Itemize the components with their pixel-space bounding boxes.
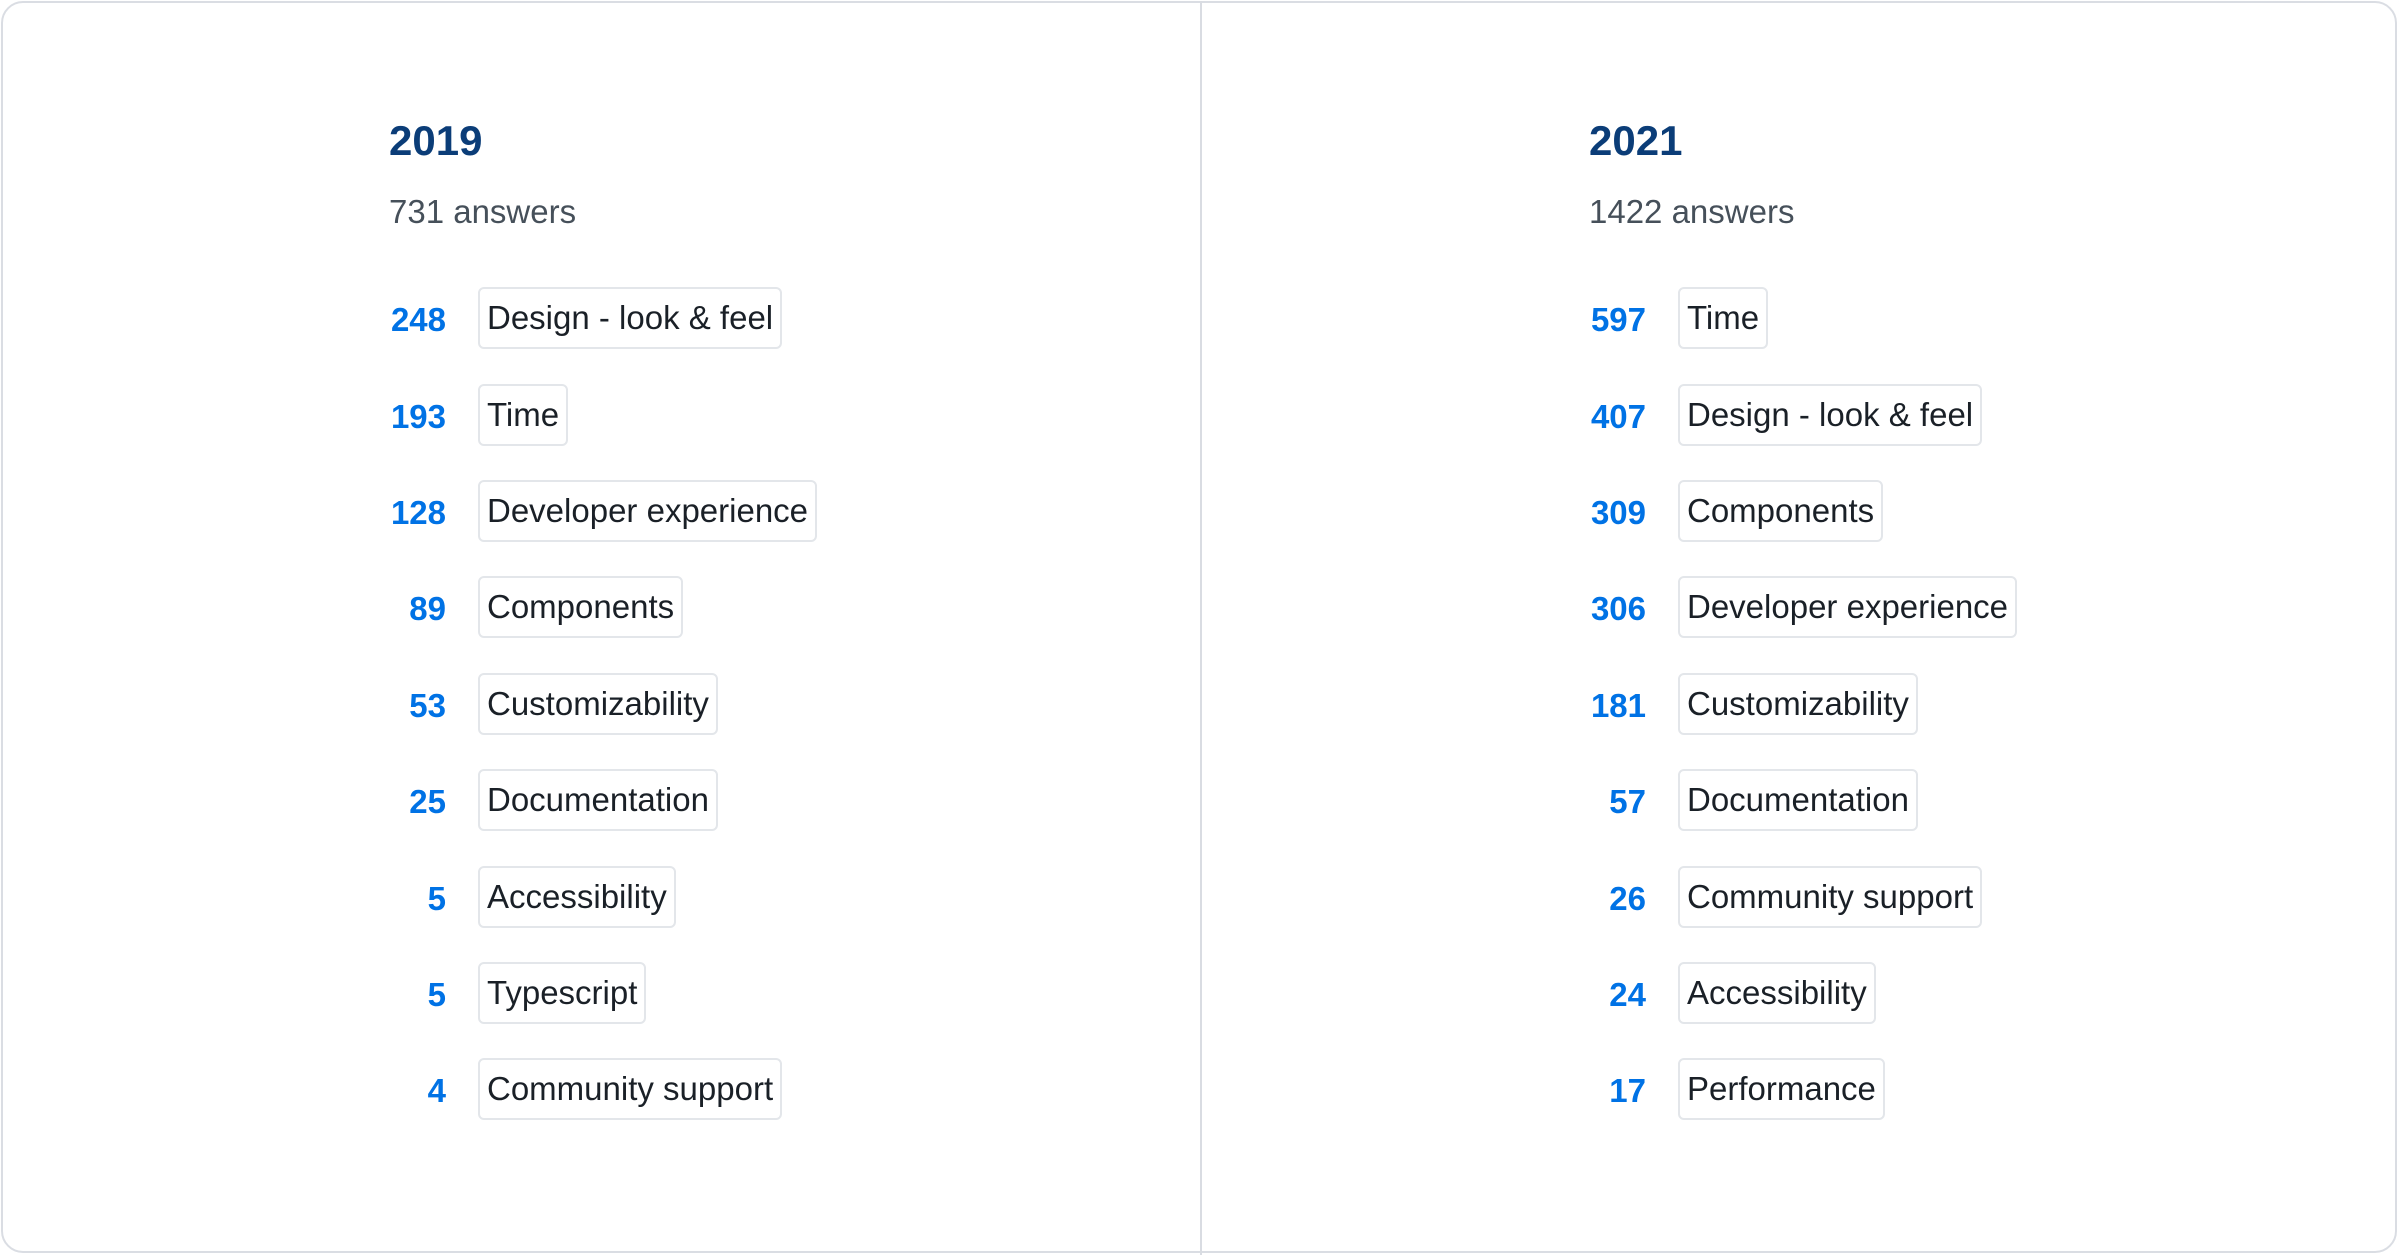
column-2021: 2021 1422 answers 597 Time 407 Design - loo… bbox=[1589, 112, 2018, 1140]
item-tag: Typescript bbox=[478, 961, 647, 1024]
list-item: 26 Community support bbox=[1589, 850, 2017, 946]
list-item: 5 Accessibility bbox=[389, 850, 817, 946]
list-item: 24 Accessibility bbox=[1589, 947, 2017, 1043]
item-tag: Components bbox=[478, 576, 684, 639]
answers-count: 731 answers bbox=[389, 193, 577, 230]
item-count: 53 bbox=[409, 686, 446, 724]
list-item: 25 Documentation bbox=[389, 754, 817, 850]
list-item: 4 Community support bbox=[389, 1043, 817, 1139]
item-tag: Community support bbox=[1678, 865, 1983, 928]
item-count: 17 bbox=[1609, 1072, 1646, 1110]
list-item: 17 Performance bbox=[1589, 1043, 2017, 1139]
item-count: 248 bbox=[390, 301, 446, 339]
item-count: 306 bbox=[1590, 590, 1646, 628]
column-2019: 2019 731 answers 248 Design - look & feel… bbox=[389, 112, 818, 1140]
item-tag: Developer experience bbox=[478, 479, 818, 542]
item-tag: Design - look & feel bbox=[478, 287, 783, 350]
item-tag: Documentation bbox=[478, 769, 718, 832]
answer-list: 597 Time 407 Design - look & feel 309 Compone… bbox=[1589, 272, 2018, 1140]
item-tag: Performance bbox=[1678, 1058, 1885, 1121]
list-item: 306 Developer experience bbox=[1589, 561, 2018, 657]
item-count: 4 bbox=[427, 1072, 446, 1110]
list-item: 407 Design - look & feel bbox=[1589, 368, 2017, 464]
item-tag: Design - look & feel bbox=[1678, 383, 1983, 446]
column-year: 2021 bbox=[1589, 117, 1683, 164]
list-item: 5 Typescript bbox=[389, 947, 817, 1043]
list-item: 181 Customizability bbox=[1589, 658, 2017, 754]
item-count: 25 bbox=[409, 783, 446, 821]
item-count: 597 bbox=[1590, 301, 1646, 339]
item-tag: Accessibility bbox=[478, 865, 676, 928]
list-item: 248 Design - look & feel bbox=[389, 272, 817, 368]
item-tag: Community support bbox=[478, 1058, 783, 1121]
answers-count: 1422 answers bbox=[1589, 193, 1795, 230]
item-count: 5 bbox=[427, 879, 446, 917]
list-item: 597 Time bbox=[1589, 272, 2017, 368]
item-count: 26 bbox=[1609, 879, 1646, 917]
item-count: 89 bbox=[409, 590, 446, 628]
item-count: 181 bbox=[1590, 686, 1646, 724]
item-tag: Developer experience bbox=[1678, 576, 2018, 639]
item-tag: Customizability bbox=[1678, 672, 1918, 735]
list-item: 57 Documentation bbox=[1589, 754, 2017, 850]
item-count: 128 bbox=[390, 493, 446, 531]
item-count: 24 bbox=[1609, 975, 1646, 1013]
list-item: 53 Customizability bbox=[389, 658, 817, 754]
item-count: 57 bbox=[1609, 783, 1646, 821]
list-item: 89 Components bbox=[389, 561, 817, 657]
answer-list: 248 Design - look & feel 193 Time 128 Develop… bbox=[389, 272, 818, 1140]
item-tag: Customizability bbox=[478, 672, 718, 735]
item-count: 193 bbox=[390, 397, 446, 435]
item-tag: Accessibility bbox=[1678, 961, 1876, 1024]
item-tag: Components bbox=[1678, 479, 1884, 542]
item-count: 5 bbox=[427, 975, 446, 1013]
item-tag: Documentation bbox=[1678, 769, 1918, 832]
list-item: 193 Time bbox=[389, 368, 817, 464]
column-year: 2019 bbox=[389, 117, 483, 164]
item-count: 407 bbox=[1590, 397, 1646, 435]
list-item: 128 Developer experience bbox=[389, 465, 818, 561]
item-tag: Time bbox=[478, 383, 569, 446]
list-item: 309 Components bbox=[1589, 465, 2017, 561]
column-divider bbox=[1200, 1, 1202, 1255]
item-count: 309 bbox=[1590, 493, 1646, 531]
item-tag: Time bbox=[1678, 287, 1769, 350]
